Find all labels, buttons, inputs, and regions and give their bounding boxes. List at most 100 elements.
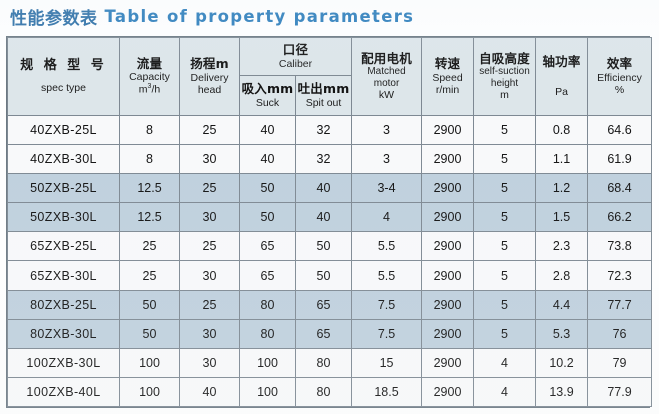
header-matched-motor-cn: 配用电机 bbox=[361, 50, 412, 66]
table-cell: 61.9 bbox=[587, 144, 653, 175]
table-cell: 8 bbox=[119, 144, 180, 175]
table-cell: 1.5 bbox=[535, 202, 589, 233]
table-row: 100ZXB-30L 100 30 100 80 15 2900 4 10.2 79 bbox=[7, 347, 653, 378]
table-cell: 65 bbox=[239, 260, 296, 291]
header-matched-motor: 配用电机 Matched motor kW bbox=[351, 37, 423, 116]
table-cell: 2900 bbox=[421, 376, 475, 408]
header-speed-unit: r/min bbox=[435, 83, 460, 96]
table-cell: 13.9 bbox=[535, 376, 589, 408]
table-cell: 73.8 bbox=[587, 231, 653, 262]
table-cell: 30 bbox=[179, 318, 240, 349]
table-row: 65ZXB-25L 25 25 65 50 5.5 2900 5 2.3 73.8 bbox=[7, 231, 653, 262]
table-cell: 40 bbox=[239, 144, 296, 175]
table-cell: 4.4 bbox=[535, 289, 589, 320]
header-caliber-cn: 口径 bbox=[282, 42, 309, 58]
header-efficiency-cn: 效率 bbox=[606, 56, 633, 72]
table-cell: 50 bbox=[119, 289, 180, 320]
table-cell: 2900 bbox=[421, 289, 475, 320]
table-cell: 2900 bbox=[421, 260, 475, 291]
table-cell: 5 bbox=[473, 260, 537, 291]
table-cell: 3 bbox=[351, 114, 423, 146]
table-cell: 80 bbox=[294, 347, 353, 378]
table-row: 100ZXB-40L 100 40 100 80 18.5 2900 4 13.9 77.9 bbox=[7, 376, 653, 408]
table-cell: 50 bbox=[294, 231, 353, 262]
header-delivery-head-cn: 扬程m bbox=[190, 56, 229, 72]
cell-spec-type: 50ZXB-30L bbox=[7, 202, 120, 233]
table-cell: 65 bbox=[294, 289, 353, 320]
table-cell: 5 bbox=[473, 289, 537, 320]
table-cell: 100 bbox=[119, 347, 180, 378]
cell-spec-type: 50ZXB-25L bbox=[7, 173, 120, 204]
page-title: 性能参数表 Table of property parameters bbox=[10, 2, 414, 30]
header-spec-type-en: spec type bbox=[41, 81, 86, 94]
header-caliber: 口径 Caliber bbox=[238, 37, 353, 76]
header-shaft-power-cn: 轴功率 bbox=[542, 54, 581, 70]
header-capacity-cn: 流量 bbox=[136, 56, 163, 71]
table-cell: 100 bbox=[119, 376, 180, 408]
table-cell: 66.2 bbox=[587, 202, 653, 233]
cell-spec-type: 100ZXB-40L bbox=[7, 376, 120, 408]
header-spec-type: 规 格 型 号 spec type bbox=[7, 37, 120, 116]
header-matched-motor-en2: motor bbox=[373, 77, 400, 89]
specification-table: 规 格 型 号 spec type 流量 Capacity m3/h bbox=[7, 37, 653, 408]
table-cell: 5 bbox=[473, 231, 537, 262]
table-cell: 2900 bbox=[421, 202, 475, 233]
table-cell: 79 bbox=[587, 347, 653, 378]
table-cell: 30 bbox=[179, 347, 240, 378]
table-row: 40ZXB-30L 8 30 40 32 3 2900 5 1.1 61.9 bbox=[7, 144, 653, 175]
table-row: 50ZXB-30L 12.5 30 50 40 4 2900 5 1.5 66.2 bbox=[7, 202, 653, 233]
table-cell: 0.8 bbox=[535, 114, 589, 146]
table-cell: 25 bbox=[119, 231, 180, 262]
cell-spec-type: 100ZXB-30L bbox=[7, 347, 120, 378]
header-self-suction-height-unit: m bbox=[500, 89, 509, 102]
header-caliber-suck-cn: 吸入mm bbox=[241, 81, 294, 97]
cell-spec-type: 80ZXB-30L bbox=[7, 318, 120, 349]
spec-table-container: 规 格 型 号 spec type 流量 Capacity m3/h bbox=[6, 36, 653, 408]
header-delivery-head-en: Delivery bbox=[190, 71, 229, 84]
header-self-suction-height-en2: height bbox=[490, 77, 519, 89]
table-row: 40ZXB-25L 8 25 40 32 3 2900 5 0.8 64.6 bbox=[7, 114, 653, 146]
table-cell: 4 bbox=[351, 202, 423, 233]
table-cell: 80 bbox=[239, 318, 296, 349]
table-cell: 5 bbox=[473, 318, 537, 349]
table-cell: 77.7 bbox=[587, 289, 653, 320]
table-row: 65ZXB-30L 25 30 65 50 5.5 2900 5 2.8 72.3 bbox=[7, 260, 653, 291]
table-cell: 25 bbox=[179, 114, 240, 146]
table-cell: 3-4 bbox=[351, 173, 423, 204]
header-matched-motor-en: Matched bbox=[367, 66, 406, 78]
page-title-english: Table of property parameters bbox=[104, 6, 415, 26]
header-efficiency-en: Efficiency bbox=[597, 71, 642, 84]
table-cell: 40 bbox=[294, 173, 353, 204]
header-efficiency-unit: % bbox=[614, 83, 625, 96]
header-delivery-head-en2: head bbox=[197, 83, 222, 96]
header-matched-motor-unit: kW bbox=[378, 89, 395, 102]
table-cell: 40 bbox=[239, 114, 296, 146]
table-cell: 4 bbox=[473, 347, 537, 378]
table-cell: 2900 bbox=[421, 318, 475, 349]
table-cell: 15 bbox=[351, 347, 423, 378]
table-cell: 25 bbox=[179, 289, 240, 320]
table-cell: 40 bbox=[294, 202, 353, 233]
table-cell: 2900 bbox=[421, 347, 475, 378]
table-cell: 32 bbox=[294, 114, 353, 146]
header-caliber-spit-en: Spit out bbox=[305, 96, 342, 109]
header-shaft-power-unit: Pa bbox=[555, 85, 568, 98]
header-self-suction-height-cn: 自吸高度 bbox=[479, 50, 530, 66]
table-cell: 76 bbox=[587, 318, 653, 349]
table-cell: 5.3 bbox=[535, 318, 589, 349]
header-capacity: 流量 Capacity m3/h bbox=[119, 37, 180, 116]
header-caliber-spit-cn: 吐出mm bbox=[297, 81, 350, 97]
header-caliber-suck: 吸入mm Suck bbox=[239, 75, 296, 116]
table-cell: 12.5 bbox=[119, 202, 180, 233]
table-cell: 65 bbox=[239, 231, 296, 262]
table-cell: 64.6 bbox=[587, 114, 653, 146]
table-cell: 40 bbox=[179, 376, 240, 408]
header-shaft-power: 轴功率 Pa bbox=[535, 37, 589, 116]
table-cell: 25 bbox=[179, 231, 240, 262]
header-caliber-en: Caliber bbox=[278, 57, 313, 70]
table-cell: 7.5 bbox=[351, 318, 423, 349]
header-row-top: 规 格 型 号 spec type 流量 Capacity m3/h bbox=[7, 37, 653, 116]
table-cell: 68.4 bbox=[587, 173, 653, 204]
page-title-chinese: 性能参数表 bbox=[10, 8, 98, 29]
table-cell: 72.3 bbox=[587, 260, 653, 291]
